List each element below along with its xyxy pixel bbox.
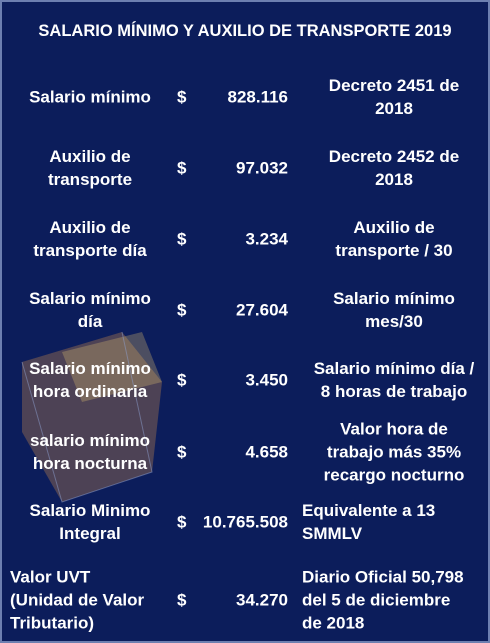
value: 34.270 <box>236 590 288 610</box>
note: Decreto 2451 de 2018 <box>328 76 460 118</box>
note: Valor hora de trabajo más 35% recargo no… <box>323 419 465 485</box>
currency: $ <box>177 442 187 462</box>
currency: $ <box>177 512 187 532</box>
row-label: Salario Minimo Integral <box>29 501 151 543</box>
value: 4.658 <box>245 442 288 462</box>
row-label: Auxilio de transporte día <box>33 218 147 260</box>
note: Salario mínimo mes/30 <box>333 289 455 331</box>
note: Diario Oficial 50,798 del 5 de diciembre… <box>302 567 464 633</box>
currency: $ <box>177 87 187 107</box>
currency: $ <box>177 229 187 249</box>
note: Auxilio de transporte / 30 <box>335 218 453 260</box>
note: Equivalente a 13 SMMLV <box>302 501 436 543</box>
title: SALARIO MÍNIMO Y AUXILIO DE TRANSPORTE 2… <box>38 22 452 40</box>
value: 3.234 <box>245 229 288 249</box>
row-label: Salario mínimo día <box>29 289 151 331</box>
value: 828.116 <box>227 87 288 107</box>
currency: $ <box>177 300 187 320</box>
value: 97.032 <box>236 158 288 178</box>
value: 10.765.508 <box>202 512 288 532</box>
currency: $ <box>177 590 187 610</box>
row-label: Salario mínimo <box>29 87 151 107</box>
row-label: Salario mínimo hora ordinaria <box>29 359 151 401</box>
note: Salario mínimo día / 8 horas de trabajo <box>313 359 475 401</box>
currency: $ <box>177 158 187 178</box>
row-label: salario mínimo hora nocturna <box>30 431 150 473</box>
value: 3.450 <box>245 370 288 390</box>
row-label: Valor UVT (Unidad de Valor Tributario) <box>10 567 145 633</box>
currency: $ <box>177 370 187 390</box>
note: Decreto 2452 de 2018 <box>328 147 460 189</box>
value: 27.604 <box>236 300 288 320</box>
row-label: Auxilio de transporte <box>47 147 133 189</box>
